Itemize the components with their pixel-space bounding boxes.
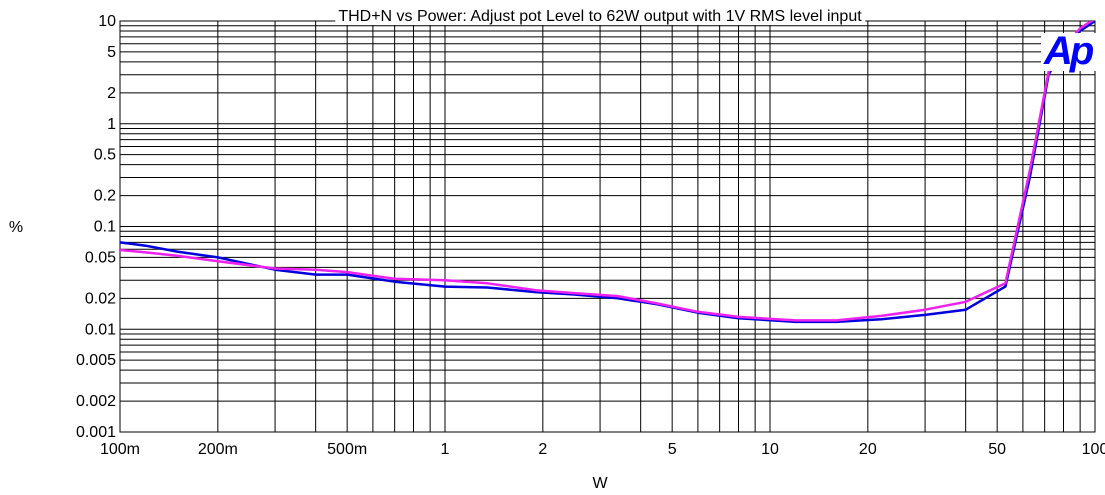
- y-tick-label: 5: [107, 44, 116, 61]
- x-tick-label: 50: [988, 441, 1006, 458]
- x-tick-label: 20: [859, 441, 877, 458]
- series-layer: [120, 21, 1095, 324]
- grid-lines: [119, 21, 1095, 433]
- y-tick-label: 0.005: [76, 352, 116, 369]
- y-tick-label: 0.2: [94, 188, 116, 205]
- y-tick-label: 1: [107, 116, 116, 133]
- y-tick-label: 0.1: [94, 219, 116, 236]
- x-tick-label: 200m: [198, 441, 238, 458]
- chart-title: THD+N vs Power: Adjust pot Level to 62W …: [338, 8, 862, 25]
- title-background: [335, 8, 866, 25]
- x-tick-label: 500m: [327, 441, 367, 458]
- series-line-2: [120, 21, 1094, 322]
- y-tick-labels: 10 5 2 1 0.5 0.2 0.1 0.05 0.02 0.01 0.005 0.002 0.00…: [76, 13, 116, 441]
- x-axis-title: W: [592, 475, 608, 492]
- x-tick-label: 2: [538, 441, 547, 458]
- y-tick-label: 0.02: [85, 290, 116, 307]
- x-tick-label: 100m: [100, 441, 140, 458]
- x-tick-label: 10: [761, 441, 779, 458]
- ap-logo: Ap: [1043, 29, 1094, 73]
- y-axis-title: %: [9, 219, 23, 236]
- y-tick-label: 2: [107, 85, 116, 102]
- logo-background: [1041, 33, 1096, 71]
- y-tick-label: 0.05: [85, 249, 116, 266]
- y-tick-label: 0.002: [76, 393, 116, 410]
- x-tick-label: 5: [668, 441, 677, 458]
- x-tick-label: 1: [441, 441, 450, 458]
- y-tick-label: 0.5: [94, 147, 116, 164]
- x-tick-labels: 100m 200m 500m 1 2 5 10 20 50 100: [100, 441, 1105, 458]
- x-tick-label: 100: [1082, 441, 1105, 458]
- y-tick-label: 0.01: [85, 321, 116, 338]
- y-tick-label: 0.001: [76, 424, 116, 441]
- y-tick-label: 10: [98, 13, 116, 30]
- series-line-1: [120, 21, 1095, 324]
